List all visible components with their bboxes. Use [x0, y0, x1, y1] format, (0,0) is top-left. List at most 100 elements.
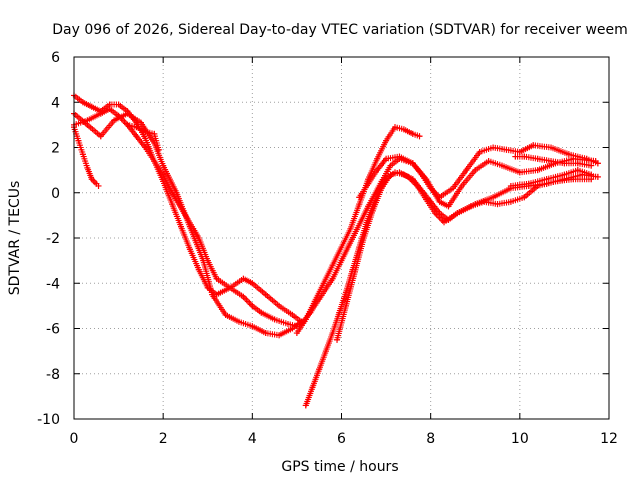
data-point — [133, 133, 140, 140]
data-point — [271, 316, 278, 323]
data-point — [534, 155, 541, 162]
data-point — [124, 110, 131, 117]
data-point — [79, 151, 86, 158]
data-point — [213, 275, 220, 282]
data-point — [416, 133, 423, 140]
data-point — [84, 121, 91, 128]
data-point — [329, 330, 336, 337]
data-point — [427, 185, 434, 192]
data-point — [467, 203, 474, 210]
x-tick-label: 12 — [600, 431, 618, 447]
data-point — [334, 336, 341, 343]
series-sat-5 — [124, 121, 162, 153]
data-point — [258, 309, 265, 316]
data-point — [307, 309, 314, 316]
data-point — [392, 169, 398, 176]
y-tick-labels: -10 -8 -6 -4 -2 0 2 4 6 — [37, 50, 60, 428]
data-point — [106, 101, 113, 108]
data-point — [365, 180, 372, 187]
data-point — [561, 171, 568, 178]
data-point — [262, 330, 269, 337]
data-point — [565, 151, 572, 158]
data-point — [97, 133, 104, 140]
data-point — [115, 101, 122, 108]
data-point — [298, 320, 305, 327]
data-point — [490, 144, 497, 151]
data-point — [200, 257, 207, 264]
data-point — [436, 194, 443, 201]
data-point — [400, 171, 407, 178]
y-tick-label: -4 — [46, 276, 60, 292]
data-point — [285, 320, 291, 327]
y-tick-label: 6 — [51, 50, 60, 66]
data-point — [302, 402, 309, 409]
data-point — [276, 302, 283, 309]
data-point — [316, 366, 323, 373]
data-point — [222, 311, 229, 318]
data-point — [594, 173, 601, 180]
y-tick-label: 4 — [51, 95, 60, 111]
data-point — [95, 182, 102, 189]
data-point — [383, 155, 390, 162]
data-point — [88, 103, 95, 110]
data-point — [472, 167, 479, 174]
data-point — [124, 121, 131, 128]
data-point — [409, 176, 416, 183]
plot-frame — [73, 56, 610, 420]
data-point — [409, 130, 416, 137]
y-tick-label: 2 — [51, 141, 60, 157]
data-point — [454, 210, 461, 217]
data-point — [392, 124, 398, 131]
x-tick-label: 0 — [70, 431, 79, 447]
data-point — [293, 330, 300, 337]
data-point — [351, 230, 358, 237]
data-point — [374, 167, 381, 174]
data-point — [588, 171, 595, 178]
data-point — [494, 201, 501, 208]
data-point — [209, 291, 216, 298]
data-point — [534, 167, 541, 174]
data-point — [543, 176, 550, 183]
data-point — [347, 225, 354, 232]
data-point — [178, 223, 184, 230]
data-point — [111, 117, 118, 124]
data-point — [151, 130, 158, 137]
x-axis-label: GPS time / hours — [281, 459, 398, 475]
data-point — [594, 160, 601, 167]
data-point — [418, 187, 425, 194]
data-point — [97, 108, 104, 115]
data-point — [458, 182, 465, 189]
data-point — [548, 144, 555, 151]
data-point — [356, 194, 363, 201]
data-point — [137, 119, 144, 126]
y-tick-label: -2 — [46, 231, 60, 247]
data-point — [349, 266, 356, 273]
data-point — [588, 162, 595, 169]
data-point — [356, 201, 363, 208]
data-point — [570, 176, 577, 183]
chart-title: Day 096 of 2026, Sidereal Day-to-day VTE… — [52, 22, 628, 38]
data-point — [383, 176, 390, 183]
data-point — [336, 309, 343, 316]
data-point — [574, 167, 581, 174]
data-point — [338, 257, 345, 264]
data-point — [249, 323, 256, 330]
data-point — [235, 318, 242, 325]
data-point — [503, 146, 510, 153]
data-point — [249, 302, 256, 309]
data-point — [561, 160, 568, 167]
data-point — [521, 194, 528, 201]
x-tick-label: 2 — [159, 431, 168, 447]
data-point — [485, 158, 492, 165]
series-markers — [71, 110, 305, 339]
data-point — [322, 348, 329, 355]
data-series — [71, 92, 601, 409]
data-point — [160, 162, 167, 169]
series-sat-3 — [71, 110, 305, 339]
y-axis-label: SDTVAR / TECUs — [7, 181, 23, 296]
data-point — [173, 189, 180, 196]
series-sat-11 — [512, 153, 595, 169]
series-sat-8 — [356, 142, 601, 201]
grid — [74, 57, 609, 419]
data-point — [427, 198, 434, 205]
